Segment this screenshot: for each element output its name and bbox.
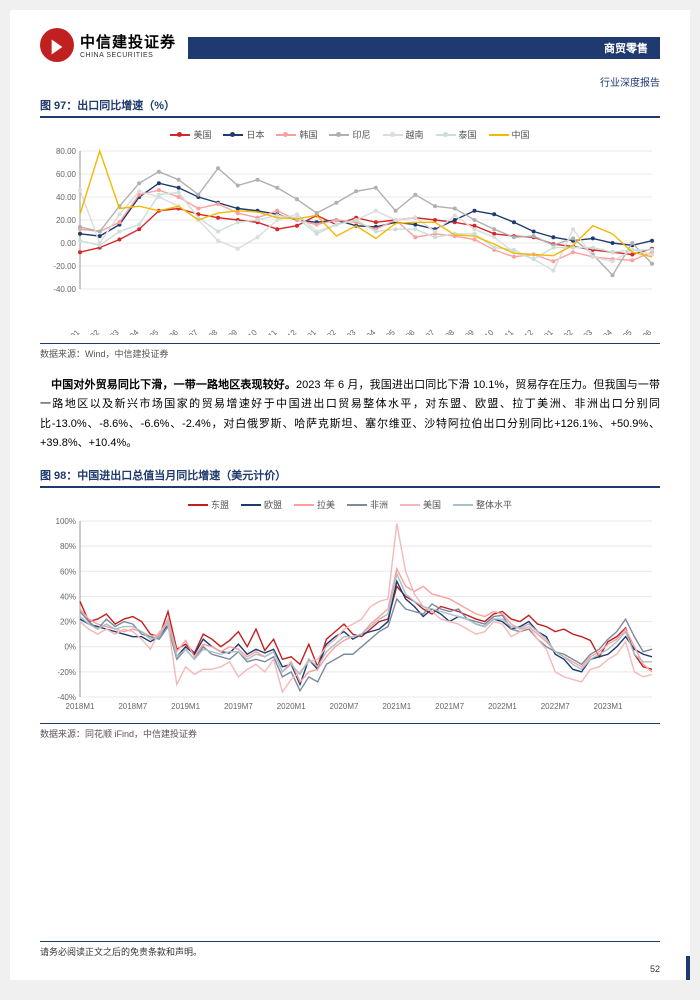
svg-text:100%: 100%	[56, 517, 76, 526]
logo-en: CHINA SECURITIES	[80, 52, 176, 59]
fig97-title-row: 图 97：出口同比增速（%）	[40, 97, 660, 118]
svg-text:2020M1: 2020M1	[277, 702, 306, 711]
fig98-title-row: 图 98：中国进出口总值当月同比增速（美元计价）	[40, 467, 660, 488]
footer: 请务必阅读正文之后的免责条款和声明。	[40, 941, 660, 958]
svg-text:2020M7: 2020M7	[330, 702, 359, 711]
logo-cn: 中信建投证券	[80, 31, 176, 52]
chart97: 美国日本韩国印尼越南泰国中国 -40.00 -20.00 0.00 20.00 40.0…	[40, 124, 660, 340]
edge-accent	[686, 956, 690, 980]
svg-text:2021M7: 2021M7	[435, 702, 464, 711]
fig98-title: 图 98：中国进出口总值当月同比增速（美元计价）	[40, 467, 286, 483]
svg-text:2019M1: 2019M1	[171, 702, 200, 711]
subhead: 行业深度报告	[10, 70, 690, 97]
svg-text:-20.00: -20.00	[53, 262, 76, 271]
band-label: 商贸零售	[604, 40, 648, 56]
header: 中信建投证券 CHINA SECURITIES 商贸零售	[10, 10, 690, 70]
para-lead: 中国对外贸易同比下滑，一带一路地区表现较好。	[51, 379, 296, 391]
chart97-legend: 美国日本韩国印尼越南泰国中国	[40, 124, 660, 145]
page-number: 52	[650, 964, 660, 974]
chart98-source: 数据来源：同花顺 iFind，中信建投证券	[40, 723, 660, 740]
chart98-svg: -40% -20% 0% 20% 40% 60% 80% 100% 2018M1 2018M7 20…	[40, 515, 660, 715]
svg-text:2021-01: 2021-01	[54, 328, 82, 335]
svg-text:2022M7: 2022M7	[541, 702, 570, 711]
content: 图 97：出口同比增速（%） 美国日本韩国印尼越南泰国中国 -40.00 -20.…	[10, 97, 690, 740]
svg-text:2018M7: 2018M7	[118, 702, 147, 711]
svg-text:-20%: -20%	[57, 668, 76, 677]
page-container: 中信建投证券 CHINA SECURITIES 商贸零售 行业深度报告 图 97…	[10, 10, 690, 980]
svg-text:60.00: 60.00	[56, 170, 77, 179]
logo-icon	[40, 28, 74, 62]
svg-text:2023M1: 2023M1	[594, 702, 623, 711]
svg-text:20%: 20%	[60, 618, 76, 627]
svg-text:-40%: -40%	[57, 693, 76, 702]
svg-text:2022M1: 2022M1	[488, 702, 517, 711]
header-band: 商贸零售	[188, 37, 660, 59]
footer-disclaimer: 请务必阅读正文之后的免责条款和声明。	[40, 945, 660, 958]
svg-text:20.00: 20.00	[56, 216, 77, 225]
svg-text:40.00: 40.00	[56, 193, 77, 202]
logo: 中信建投证券 CHINA SECURITIES	[40, 28, 176, 62]
logo-text: 中信建投证券 CHINA SECURITIES	[80, 31, 176, 59]
svg-text:60%: 60%	[60, 567, 76, 576]
svg-text:40%: 40%	[60, 592, 76, 601]
chart97-svg: -40.00 -20.00 0.00 20.00 40.00 60.00 80.00 2021…	[40, 145, 660, 335]
body-paragraph: 中国对外贸易同比下滑，一带一路地区表现较好。2023 年 6 月，我国进出口同比…	[40, 376, 660, 453]
svg-text:2021M1: 2021M1	[382, 702, 411, 711]
svg-text:80.00: 80.00	[56, 147, 77, 156]
svg-text:2019M7: 2019M7	[224, 702, 253, 711]
svg-text:80%: 80%	[60, 542, 76, 551]
fig97-title: 图 97：出口同比增速（%）	[40, 97, 175, 113]
chart98: 东盟欧盟拉美非洲美国整体水平 -40% -20% 0% 20% 40% 60% 80% 100…	[40, 494, 660, 720]
chart97-source: 数据来源：Wind，中信建投证券	[40, 343, 660, 360]
svg-text:0.00: 0.00	[60, 239, 76, 248]
svg-text:-40.00: -40.00	[53, 285, 76, 294]
svg-text:0%: 0%	[64, 643, 76, 652]
svg-text:2018M1: 2018M1	[66, 702, 95, 711]
chart98-legend: 东盟欧盟拉美非洲美国整体水平	[40, 494, 660, 515]
